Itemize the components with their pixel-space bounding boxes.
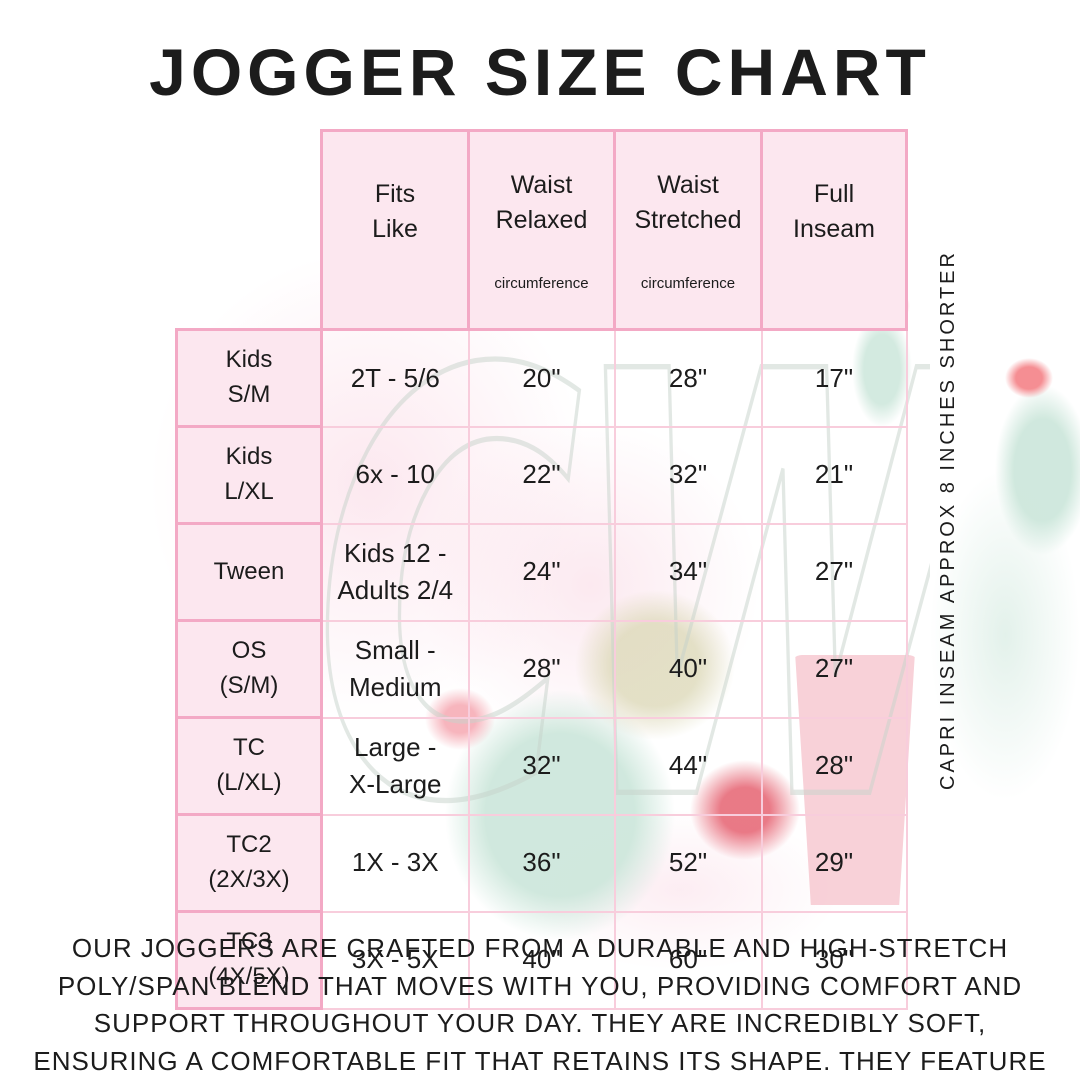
cell-waist-stretched: 52" <box>613 813 763 913</box>
table-row: TC (L/XL) Large - X-Large 32" 44" 28" <box>175 716 908 817</box>
header-label: Fits Like <box>372 180 418 243</box>
header-label: Full Inseam <box>793 180 875 243</box>
table-row: TC2 (2X/3X) 1X - 3X 36" 52" 29" <box>175 813 908 914</box>
row-label: TC2 (2X/3X) <box>175 813 323 914</box>
cell-waist-relaxed: 20" <box>467 328 616 428</box>
header-sublabel: circumference <box>640 274 736 292</box>
cell-full-inseam: 27" <box>760 619 908 719</box>
cell-full-inseam: 28" <box>760 716 908 816</box>
row-label: TC (L/XL) <box>175 716 323 817</box>
row-label: Tween <box>175 522 323 623</box>
page-title: JOGGER SIZE CHART <box>149 35 931 109</box>
table-row: Kids L/XL 6x - 10 22" 32" 21" <box>175 425 908 526</box>
capri-inseam-note: CAPRI INSEAM APPROX 8 INCHES SHORTER <box>937 250 959 790</box>
header-full-inseam: Full Inseam <box>760 128 908 332</box>
cell-waist-relaxed: 32" <box>467 716 616 816</box>
table-row: Tween Kids 12 - Adults 2/4 24" 34" 27" <box>175 522 908 623</box>
header-waist-relaxed: Waist Relaxed circumference <box>467 128 616 332</box>
header-waist-stretched: Waist Stretched circumference <box>613 128 763 332</box>
cell-full-inseam: 17" <box>760 328 908 428</box>
table-row: Kids S/M 2T - 5/6 20" 28" 17" <box>175 328 908 429</box>
cell-full-inseam: 21" <box>760 425 908 525</box>
header-fits-like: Fits Like <box>320 128 470 332</box>
cell-fits-like: 1X - 3X <box>320 813 470 913</box>
size-chart-table: Fits Like Waist Relaxed circumference Wa… <box>175 128 908 1011</box>
cell-fits-like: 3X - 5X <box>320 910 470 1010</box>
cell-fits-like: 6x - 10 <box>320 425 470 525</box>
corner-cell <box>177 131 322 330</box>
row-label: Kids L/XL <box>175 425 323 526</box>
cell-fits-like: Kids 12 - Adults 2/4 <box>320 522 470 622</box>
cell-waist-stretched: 28" <box>613 328 763 428</box>
cell-waist-relaxed: 24" <box>467 522 616 622</box>
cell-fits-like: 2T - 5/6 <box>320 328 470 428</box>
cell-fits-like: Small - Medium <box>320 619 470 719</box>
cell-waist-stretched: 44" <box>613 716 763 816</box>
table-row: OS (S/M) Small - Medium 28" 40" 27" <box>175 619 908 720</box>
cell-waist-relaxed: 22" <box>467 425 616 525</box>
cell-waist-relaxed: 28" <box>467 619 616 719</box>
product-description: OUR JOGGERS ARE CRAFTED FROM A DURABLE A… <box>33 933 1047 1077</box>
cell-fits-like: Large - X-Large <box>320 716 470 816</box>
cell-waist-stretched: 32" <box>613 425 763 525</box>
cell-full-inseam: 27" <box>760 522 908 622</box>
cell-waist-stretched: 40" <box>613 619 763 719</box>
header-label: Waist Stretched <box>634 171 742 235</box>
header-label: Waist Relaxed <box>495 171 588 235</box>
header-sublabel: circumference <box>494 274 589 292</box>
cell-waist-stretched: 34" <box>613 522 763 622</box>
cactus-flower-decor <box>1005 358 1053 398</box>
header-row: Fits Like Waist Relaxed circumference Wa… <box>177 128 908 332</box>
cactus-decor <box>995 385 1080 555</box>
row-label: TC3 (4X/5X) <box>175 910 323 1011</box>
cell-full-inseam: 29" <box>760 813 908 913</box>
row-label: Kids S/M <box>175 328 323 429</box>
row-label: OS (S/M) <box>175 619 323 720</box>
cell-waist-relaxed: 36" <box>467 813 616 913</box>
